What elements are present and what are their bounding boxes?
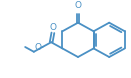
- Text: O: O: [49, 23, 56, 32]
- Text: O: O: [75, 1, 81, 10]
- Text: O: O: [34, 43, 42, 51]
